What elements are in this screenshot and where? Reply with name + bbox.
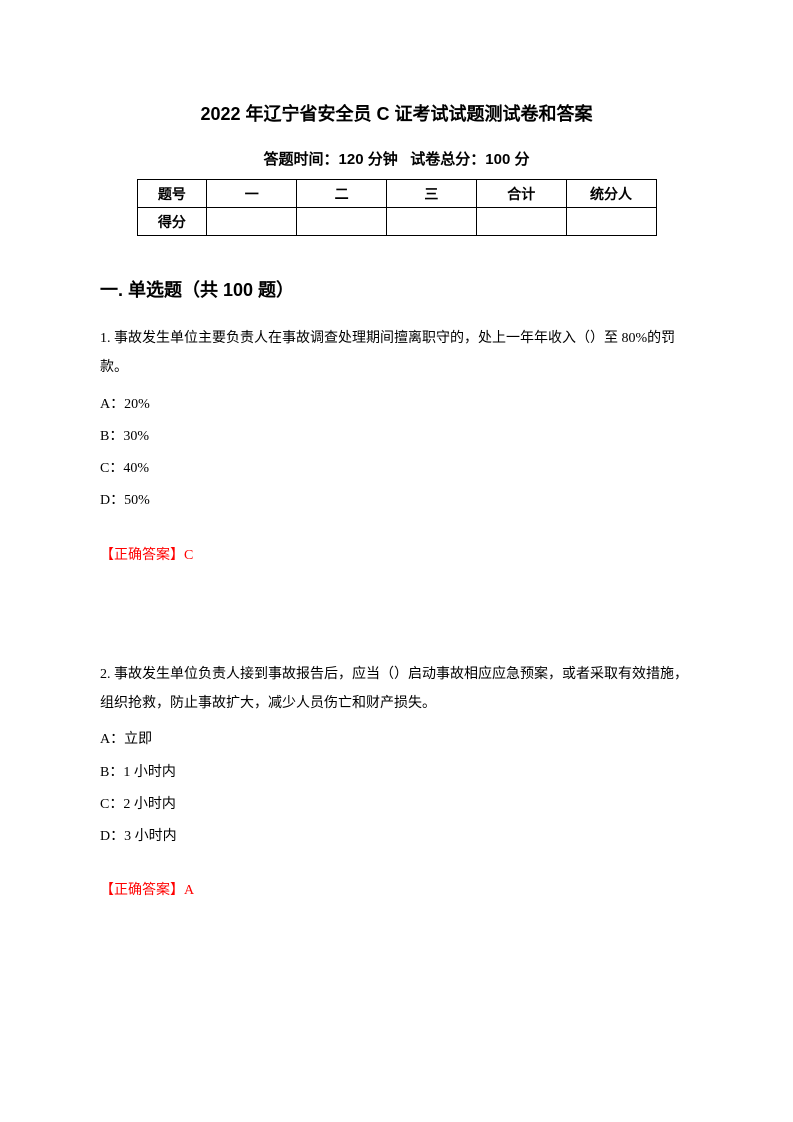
table-cell (386, 208, 476, 236)
question-block: 1. 事故发生单位主要负责人在事故调查处理期间擅离职守的，处上一年年收入（）至 … (100, 324, 693, 564)
option-b: B：30% (100, 421, 693, 453)
table-cell: 题号 (137, 180, 207, 208)
table-cell: 三 (386, 180, 476, 208)
option-a: A：立即 (100, 724, 693, 756)
option-d: D：3 小时内 (100, 821, 693, 853)
score-value: 100 分 (485, 151, 529, 168)
score-label: 试卷总分： (410, 151, 485, 168)
option-a: A：20% (100, 389, 693, 421)
table-cell: 合计 (476, 180, 566, 208)
table-cell: 得分 (137, 208, 207, 236)
option-b: B：1 小时内 (100, 757, 693, 789)
question-text: 2. 事故发生单位负责人接到事故报告后，应当（）启动事故相应应急预案，或者采取有… (100, 660, 693, 719)
table-cell: 统分人 (566, 180, 656, 208)
table-row: 得分 (137, 208, 656, 236)
exam-subtitle: 答题时间：120 分钟 试卷总分：100 分 (100, 148, 693, 169)
table-cell: 二 (297, 180, 387, 208)
option-c: C：2 小时内 (100, 789, 693, 821)
exam-title: 2022 年辽宁省安全员 C 证考试试题测试卷和答案 (100, 100, 693, 126)
option-d: D：50% (100, 485, 693, 517)
table-cell: 一 (207, 180, 297, 208)
table-cell (476, 208, 566, 236)
table-cell (566, 208, 656, 236)
option-c: C：40% (100, 453, 693, 485)
table-row: 题号 一 二 三 合计 统分人 (137, 180, 656, 208)
time-label: 答题时间： (264, 151, 339, 168)
answer-text: 【正确答案】C (100, 544, 693, 564)
table-cell (297, 208, 387, 236)
answer-text: 【正确答案】A (100, 879, 693, 899)
time-value: 120 分钟 (339, 151, 398, 168)
question-text: 1. 事故发生单位主要负责人在事故调查处理期间擅离职守的，处上一年年收入（）至 … (100, 324, 693, 383)
section-title: 一. 单选题（共 100 题） (100, 276, 693, 302)
question-block: 2. 事故发生单位负责人接到事故报告后，应当（）启动事故相应应急预案，或者采取有… (100, 660, 693, 900)
score-table: 题号 一 二 三 合计 统分人 得分 (137, 179, 657, 236)
table-cell (207, 208, 297, 236)
